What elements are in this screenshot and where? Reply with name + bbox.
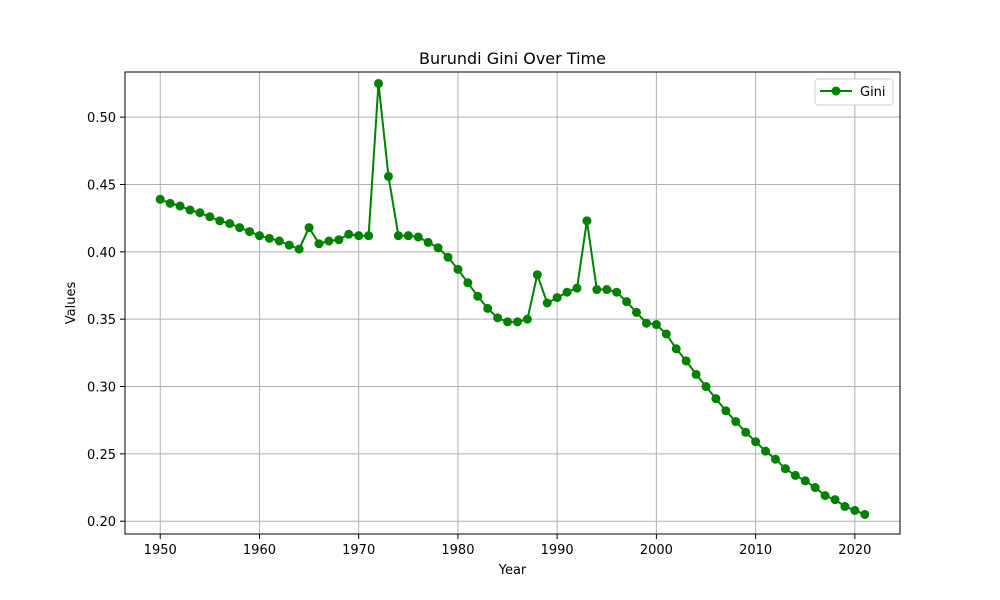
data-point-1983 bbox=[483, 303, 493, 313]
data-point-1969 bbox=[344, 229, 354, 239]
y-tick-label: 0.20 bbox=[87, 515, 116, 530]
data-point-1991 bbox=[562, 287, 572, 297]
data-point-1989 bbox=[542, 298, 552, 308]
x-tick-label: 2020 bbox=[838, 543, 871, 558]
series-layer bbox=[155, 78, 870, 519]
data-point-1953 bbox=[185, 205, 195, 215]
data-point-2001 bbox=[661, 329, 671, 339]
legend: Gini bbox=[814, 78, 894, 106]
data-point-2010 bbox=[751, 437, 761, 447]
data-point-1961 bbox=[264, 233, 274, 243]
data-point-1986 bbox=[512, 317, 522, 327]
data-point-1984 bbox=[493, 313, 503, 323]
ticks: 1950 1960 1970 1980 1990 2000 2010 2020 0.20 0.25… bbox=[87, 111, 871, 558]
y-axis-label: Values bbox=[64, 282, 79, 325]
data-point-1975 bbox=[403, 231, 413, 241]
data-point-1990 bbox=[552, 293, 562, 303]
data-point-1955 bbox=[205, 212, 215, 222]
x-tick-label: 1960 bbox=[243, 543, 276, 558]
chart-title: Burundi Gini Over Time bbox=[419, 49, 606, 68]
data-point-2012 bbox=[770, 454, 780, 464]
data-point-1954 bbox=[195, 208, 205, 218]
y-tick-label: 0.45 bbox=[87, 178, 116, 193]
data-point-1960 bbox=[254, 231, 264, 241]
data-point-1959 bbox=[245, 227, 255, 237]
data-point-2005 bbox=[701, 382, 711, 392]
legend-box bbox=[814, 78, 894, 106]
data-point-2013 bbox=[780, 464, 790, 474]
data-point-1985 bbox=[503, 317, 513, 327]
data-point-1951 bbox=[165, 198, 175, 208]
legend-label: Gini bbox=[860, 85, 886, 100]
x-tick-label: 1970 bbox=[342, 543, 375, 558]
data-point-1958 bbox=[235, 223, 245, 233]
data-point-2016 bbox=[810, 483, 820, 493]
data-point-2014 bbox=[790, 470, 800, 480]
data-point-1993 bbox=[582, 216, 592, 226]
data-point-2017 bbox=[820, 491, 830, 501]
data-point-1978 bbox=[433, 243, 443, 253]
data-point-2003 bbox=[681, 356, 691, 366]
data-point-1976 bbox=[413, 232, 423, 242]
plot-frame bbox=[124, 71, 901, 535]
data-point-1970 bbox=[354, 231, 364, 241]
data-point-2011 bbox=[761, 446, 771, 456]
data-point-1966 bbox=[314, 239, 324, 249]
data-point-2021 bbox=[860, 509, 870, 519]
data-point-1992 bbox=[572, 283, 582, 293]
data-point-1971 bbox=[364, 231, 374, 241]
data-point-1967 bbox=[324, 236, 334, 246]
data-point-1999 bbox=[641, 318, 651, 328]
data-point-1996 bbox=[612, 287, 622, 297]
data-point-1977 bbox=[423, 237, 433, 247]
y-tick-label: 0.40 bbox=[87, 246, 116, 261]
grid bbox=[125, 72, 900, 534]
data-point-1998 bbox=[632, 307, 642, 317]
data-point-1952 bbox=[175, 201, 185, 211]
x-axis-label: Year bbox=[498, 563, 527, 578]
data-point-1963 bbox=[284, 240, 294, 250]
legend-marker bbox=[831, 86, 841, 96]
data-point-1965 bbox=[304, 223, 314, 233]
data-point-1979 bbox=[443, 252, 453, 262]
x-tick-label: 1990 bbox=[541, 543, 574, 558]
x-tick-label: 2000 bbox=[640, 543, 673, 558]
data-point-1968 bbox=[334, 235, 344, 245]
data-point-1981 bbox=[463, 278, 473, 288]
data-point-2004 bbox=[691, 369, 701, 379]
data-point-2007 bbox=[721, 406, 731, 416]
data-point-2020 bbox=[850, 505, 860, 515]
data-point-1956 bbox=[215, 216, 225, 226]
data-point-2018 bbox=[830, 495, 840, 505]
data-point-1972 bbox=[374, 78, 384, 88]
data-point-2019 bbox=[840, 501, 850, 511]
data-point-1962 bbox=[274, 236, 284, 246]
data-point-1994 bbox=[592, 285, 602, 295]
data-point-2000 bbox=[651, 320, 661, 330]
data-point-1987 bbox=[522, 314, 532, 324]
data-point-1964 bbox=[294, 244, 304, 254]
y-tick-label: 0.50 bbox=[87, 111, 116, 126]
y-tick-label: 0.30 bbox=[87, 381, 116, 396]
data-point-1950 bbox=[155, 194, 165, 204]
data-point-2006 bbox=[711, 394, 721, 404]
data-point-2009 bbox=[741, 427, 751, 437]
data-point-2002 bbox=[671, 344, 681, 354]
x-tick-label: 1950 bbox=[144, 543, 177, 558]
data-point-2008 bbox=[731, 417, 741, 427]
data-point-1982 bbox=[473, 291, 483, 301]
y-tick-label: 0.25 bbox=[87, 448, 116, 463]
x-tick-label: 1980 bbox=[441, 543, 474, 558]
data-point-1973 bbox=[383, 171, 393, 181]
data-point-1957 bbox=[225, 219, 235, 229]
data-point-1974 bbox=[393, 231, 403, 241]
y-tick-label: 0.35 bbox=[87, 313, 116, 328]
data-point-1995 bbox=[602, 285, 612, 295]
data-point-1997 bbox=[622, 297, 632, 307]
data-point-1980 bbox=[453, 264, 463, 274]
data-point-1988 bbox=[532, 270, 542, 280]
data-point-2015 bbox=[800, 476, 810, 486]
x-tick-label: 2010 bbox=[739, 543, 772, 558]
